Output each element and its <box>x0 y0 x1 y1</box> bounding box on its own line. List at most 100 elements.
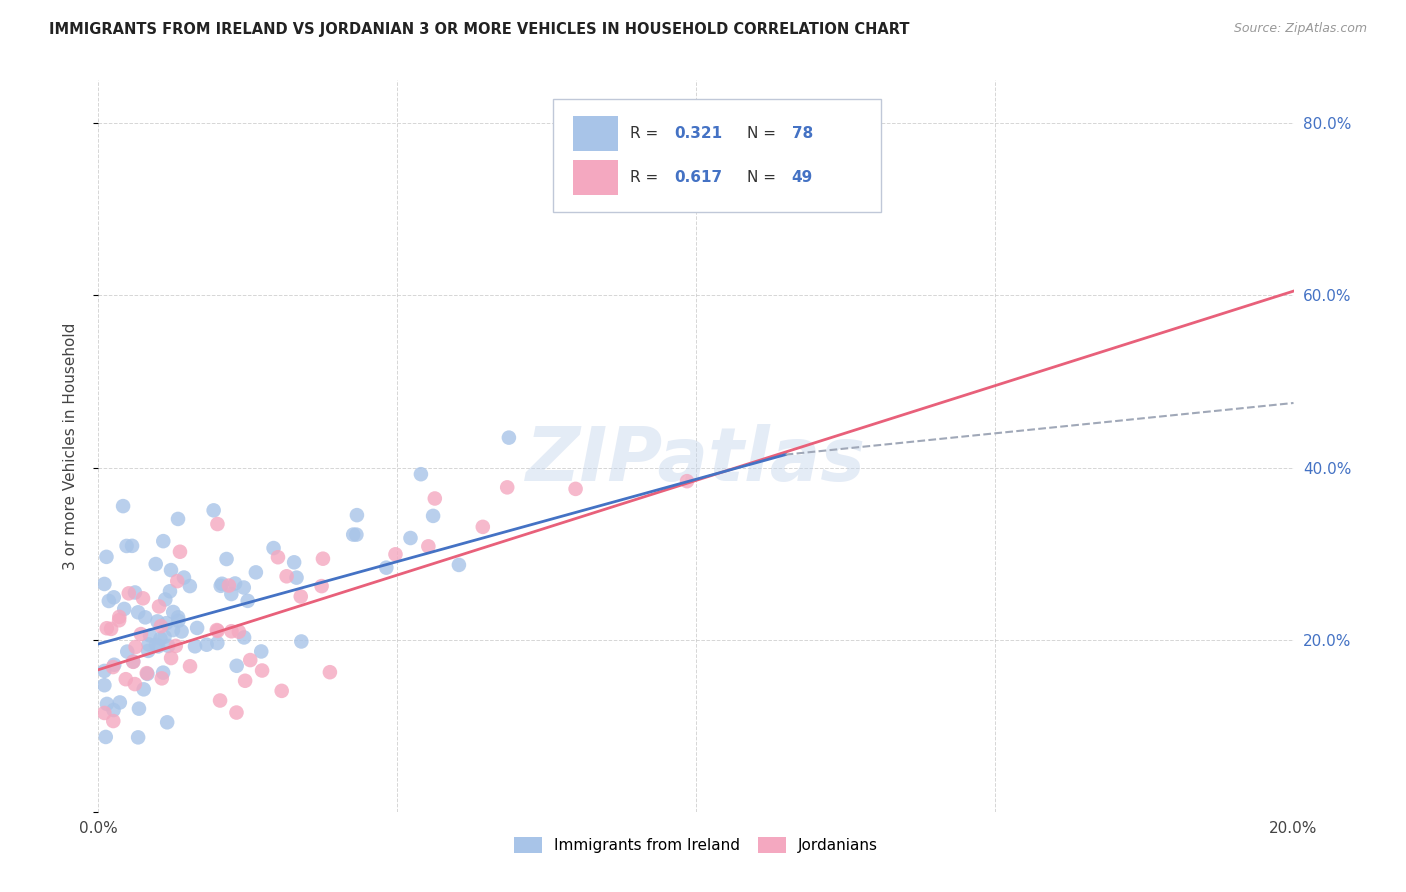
Point <box>250 644 273 658</box>
Point <box>93 706 115 720</box>
Point <box>290 634 312 648</box>
Point <box>108 695 131 709</box>
Point <box>267 550 290 565</box>
Point <box>114 672 136 686</box>
Point <box>263 541 285 555</box>
Point <box>184 640 207 654</box>
Point <box>157 639 180 653</box>
Point <box>103 703 125 717</box>
Text: ZIPatlas: ZIPatlas <box>526 424 866 497</box>
Point <box>96 621 118 635</box>
Point <box>202 503 225 517</box>
Point <box>146 615 169 629</box>
Point <box>127 605 149 619</box>
Point <box>100 622 122 636</box>
Point <box>96 549 118 564</box>
Point <box>122 655 145 669</box>
Point <box>232 581 254 595</box>
Point <box>221 624 243 639</box>
Point <box>423 491 446 506</box>
Point <box>132 591 155 606</box>
Point <box>129 627 152 641</box>
Point <box>346 508 368 523</box>
Point <box>121 539 143 553</box>
Point <box>564 482 586 496</box>
Point <box>205 623 228 637</box>
Point <box>148 640 170 654</box>
Point <box>124 640 146 654</box>
Point <box>103 714 125 728</box>
Point <box>276 569 298 583</box>
Point <box>447 558 470 572</box>
Point <box>136 644 159 658</box>
Point <box>233 673 256 688</box>
Point <box>399 531 422 545</box>
Point <box>160 651 183 665</box>
Point <box>112 602 135 616</box>
Point <box>96 697 118 711</box>
Text: Source: ZipAtlas.com: Source: ZipAtlas.com <box>1233 22 1367 36</box>
Point <box>93 577 115 591</box>
Point <box>207 624 229 638</box>
Point <box>207 516 229 531</box>
Point <box>173 570 195 584</box>
Y-axis label: 3 or more Vehicles in Household: 3 or more Vehicles in Household <box>63 322 77 570</box>
Point <box>155 592 177 607</box>
Point <box>236 594 259 608</box>
Text: N =: N = <box>748 170 782 185</box>
Point <box>218 578 240 592</box>
Point <box>103 591 125 605</box>
Point <box>498 431 520 445</box>
FancyBboxPatch shape <box>572 160 619 195</box>
Point <box>342 527 364 541</box>
Point <box>170 624 193 639</box>
Point <box>179 659 201 673</box>
Point <box>186 621 208 635</box>
Point <box>676 474 699 488</box>
Point <box>127 731 149 745</box>
Point <box>207 636 229 650</box>
Point <box>613 163 636 178</box>
Point <box>132 682 155 697</box>
Point <box>167 512 190 526</box>
Point <box>128 701 150 715</box>
Point <box>384 547 406 561</box>
Point <box>138 637 160 651</box>
Point <box>156 715 179 730</box>
Point <box>115 539 138 553</box>
Point <box>124 677 146 691</box>
Point <box>160 563 183 577</box>
Point <box>418 539 440 553</box>
Point <box>108 613 131 627</box>
Point <box>179 579 201 593</box>
Point <box>239 653 262 667</box>
Point <box>149 632 172 646</box>
Text: 49: 49 <box>792 170 813 185</box>
Point <box>283 555 305 569</box>
Point <box>136 666 159 681</box>
Point <box>122 655 145 669</box>
Text: IMMIGRANTS FROM IRELAND VS JORDANIAN 3 OR MORE VEHICLES IN HOUSEHOLD CORRELATION: IMMIGRANTS FROM IRELAND VS JORDANIAN 3 O… <box>49 22 910 37</box>
Point <box>103 657 125 672</box>
Point <box>165 639 187 653</box>
Point <box>148 599 170 614</box>
Point <box>215 552 238 566</box>
Point <box>245 566 267 580</box>
Point <box>167 610 190 624</box>
Point <box>166 574 188 589</box>
Point <box>290 590 312 604</box>
Point <box>270 684 292 698</box>
Point <box>224 576 246 591</box>
Point <box>375 560 398 574</box>
Point <box>152 665 174 680</box>
Point <box>118 586 141 600</box>
Point <box>496 480 519 494</box>
Point <box>250 664 273 678</box>
Point <box>169 545 191 559</box>
Point <box>97 594 120 608</box>
Point <box>150 671 173 685</box>
Point <box>159 584 181 599</box>
Point <box>471 520 494 534</box>
Point <box>209 579 232 593</box>
Point <box>225 658 247 673</box>
